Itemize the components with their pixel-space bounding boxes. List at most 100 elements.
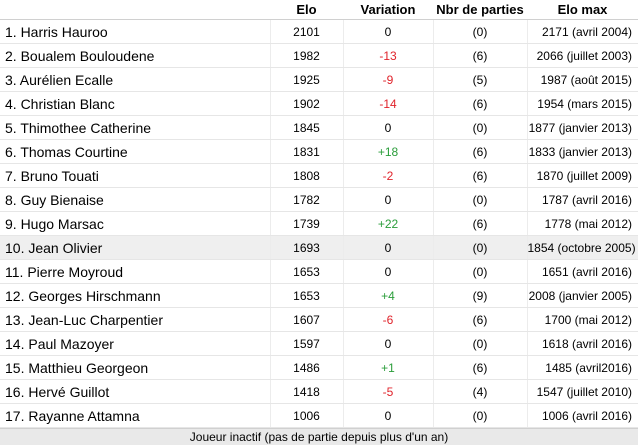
variation-value: -13 (343, 43, 434, 68)
elo-max-value: 1870 (juillet 2009) (527, 163, 638, 188)
games-count: (6) (433, 43, 528, 68)
games-count: (9) (433, 283, 528, 308)
elo-value: 1607 (270, 307, 344, 332)
player-name: 8. Guy Bienaise (0, 187, 271, 212)
games-count: (0) (433, 19, 528, 44)
player-name: 4. Christian Blanc (0, 91, 271, 116)
table-row: 1. Harris Hauroo 2101 0 (0) 2171 (avril 2004… (0, 19, 638, 44)
variation-value: -9 (343, 67, 434, 92)
elo-max-value: 1618 (avril 2016) (527, 331, 638, 356)
elo-max-value: 1787 (avril 2016) (527, 187, 638, 212)
table-row: 14. Paul Mazoyer 1597 0 (0) 1618 (avril 2016… (0, 331, 638, 356)
variation-value: 0 (343, 187, 434, 212)
variation-value: -2 (343, 163, 434, 188)
elo-max-value: 1854 (octobre 2005) (527, 235, 638, 260)
table-row: 13. Jean-Luc Charpentier 1607 -6 (6) 1700 (m… (0, 307, 638, 332)
elo-value: 2101 (270, 19, 344, 44)
table-row: 8. Guy Bienaise 1782 0 (0) 1787 (avril 2016) (0, 187, 638, 212)
variation-value: 0 (343, 259, 434, 284)
table-row: 3. Aurélien Ecalle 1925 -9 (5) 1987 (août 20… (0, 67, 638, 92)
variation-value: +18 (343, 139, 434, 164)
variation-value: 0 (343, 19, 434, 44)
games-count: (6) (433, 91, 528, 116)
table-row: 5. Thimothee Catherine 1845 0 (0) 1877 (janv… (0, 115, 638, 140)
elo-value: 1653 (270, 283, 344, 308)
player-name: 17. Rayanne Attamna (0, 403, 271, 428)
variation-value: -5 (343, 379, 434, 404)
games-count: (6) (433, 139, 528, 164)
variation-value: -14 (343, 91, 434, 116)
elo-value: 1845 (270, 115, 344, 140)
player-name: 11. Pierre Moyroud (0, 259, 271, 284)
variation-value: 0 (343, 403, 434, 428)
games-count: (6) (433, 163, 528, 188)
header-games: Nbr de parties (433, 0, 527, 20)
variation-value: 0 (343, 331, 434, 356)
games-count: (4) (433, 379, 528, 404)
table-row: 11. Pierre Moyroud 1653 0 (0) 1651 (avril 20… (0, 259, 638, 284)
player-name: 6. Thomas Courtine (0, 139, 271, 164)
player-name: 5. Thimothee Catherine (0, 115, 271, 140)
player-name: 16. Hervé Guillot (0, 379, 271, 404)
games-count: (0) (433, 115, 528, 140)
elo-max-value: 1485 (avril2016) (527, 355, 638, 380)
header-name (0, 0, 270, 20)
elo-value: 1739 (270, 211, 344, 236)
header-elo-max: Elo max (527, 0, 638, 20)
games-count: (0) (433, 187, 528, 212)
table-row: 17. Rayanne Attamna 1006 0 (0) 1006 (avril 2… (0, 403, 638, 428)
elo-value: 1982 (270, 43, 344, 68)
table-row: 4. Christian Blanc 1902 -14 (6) 1954 (mars 2… (0, 91, 638, 116)
player-name: 9. Hugo Marsac (0, 211, 271, 236)
elo-max-value: 1833 (janvier 2013) (527, 139, 638, 164)
games-count: (6) (433, 307, 528, 332)
header-variation: Variation (343, 0, 433, 20)
elo-max-value: 2008 (janvier 2005) (527, 283, 638, 308)
variation-value: +1 (343, 355, 434, 380)
elo-value: 1902 (270, 91, 344, 116)
table-row: 6. Thomas Courtine 1831 +18 (6) 1833 (janvie… (0, 139, 638, 164)
variation-value: +4 (343, 283, 434, 308)
elo-value: 1006 (270, 403, 344, 428)
player-name: 7. Bruno Touati (0, 163, 271, 188)
player-name: 10. Jean Olivier (0, 235, 271, 260)
table-row: 12. Georges Hirschmann 1653 +4 (9) 2008 (jan… (0, 283, 638, 308)
elo-max-value: 1877 (janvier 2013) (527, 115, 638, 140)
player-name: 3. Aurélien Ecalle (0, 67, 271, 92)
elo-max-value: 1006 (avril 2016) (527, 403, 638, 428)
ranking-table: Elo Variation Nbr de parties Elo max 1. … (0, 0, 638, 428)
player-name: 1. Harris Hauroo (0, 19, 271, 44)
player-name: 13. Jean-Luc Charpentier (0, 307, 271, 332)
player-name: 12. Georges Hirschmann (0, 283, 271, 308)
games-count: (0) (433, 403, 528, 428)
elo-value: 1925 (270, 67, 344, 92)
elo-max-value: 1547 (juillet 2010) (527, 379, 638, 404)
variation-value: 0 (343, 115, 434, 140)
elo-max-value: 1954 (mars 2015) (527, 91, 638, 116)
inactive-legend: Joueur inactif (pas de partie depuis plu… (0, 428, 638, 445)
table-row: 7. Bruno Touati 1808 -2 (6) 1870 (juillet 20… (0, 163, 638, 188)
header-row: Elo Variation Nbr de parties Elo max (0, 0, 638, 20)
elo-value: 1418 (270, 379, 344, 404)
elo-value: 1808 (270, 163, 344, 188)
games-count: (6) (433, 355, 528, 380)
games-count: (5) (433, 67, 528, 92)
elo-value: 1831 (270, 139, 344, 164)
elo-value: 1653 (270, 259, 344, 284)
player-name: 14. Paul Mazoyer (0, 331, 271, 356)
games-count: (0) (433, 235, 528, 260)
elo-max-value: 1987 (août 2015) (527, 67, 638, 92)
elo-max-value: 2171 (avril 2004) (527, 19, 638, 44)
variation-value: -6 (343, 307, 434, 332)
elo-max-value: 1700 (mai 2012) (527, 307, 638, 332)
header-elo: Elo (270, 0, 343, 20)
table-row: 16. Hervé Guillot 1418 -5 (4) 1547 (juillet … (0, 379, 638, 404)
games-count: (0) (433, 259, 528, 284)
table-row: 2. Boualem Bouloudene 1982 -13 (6) 2066 (jui… (0, 43, 638, 68)
elo-max-value: 2066 (juillet 2003) (527, 43, 638, 68)
elo-value: 1693 (270, 235, 344, 260)
table-row: 15. Matthieu Georgeon 1486 +1 (6) 1485 (avri… (0, 355, 638, 380)
games-count: (0) (433, 331, 528, 356)
variation-value: 0 (343, 235, 434, 260)
elo-max-value: 1651 (avril 2016) (527, 259, 638, 284)
